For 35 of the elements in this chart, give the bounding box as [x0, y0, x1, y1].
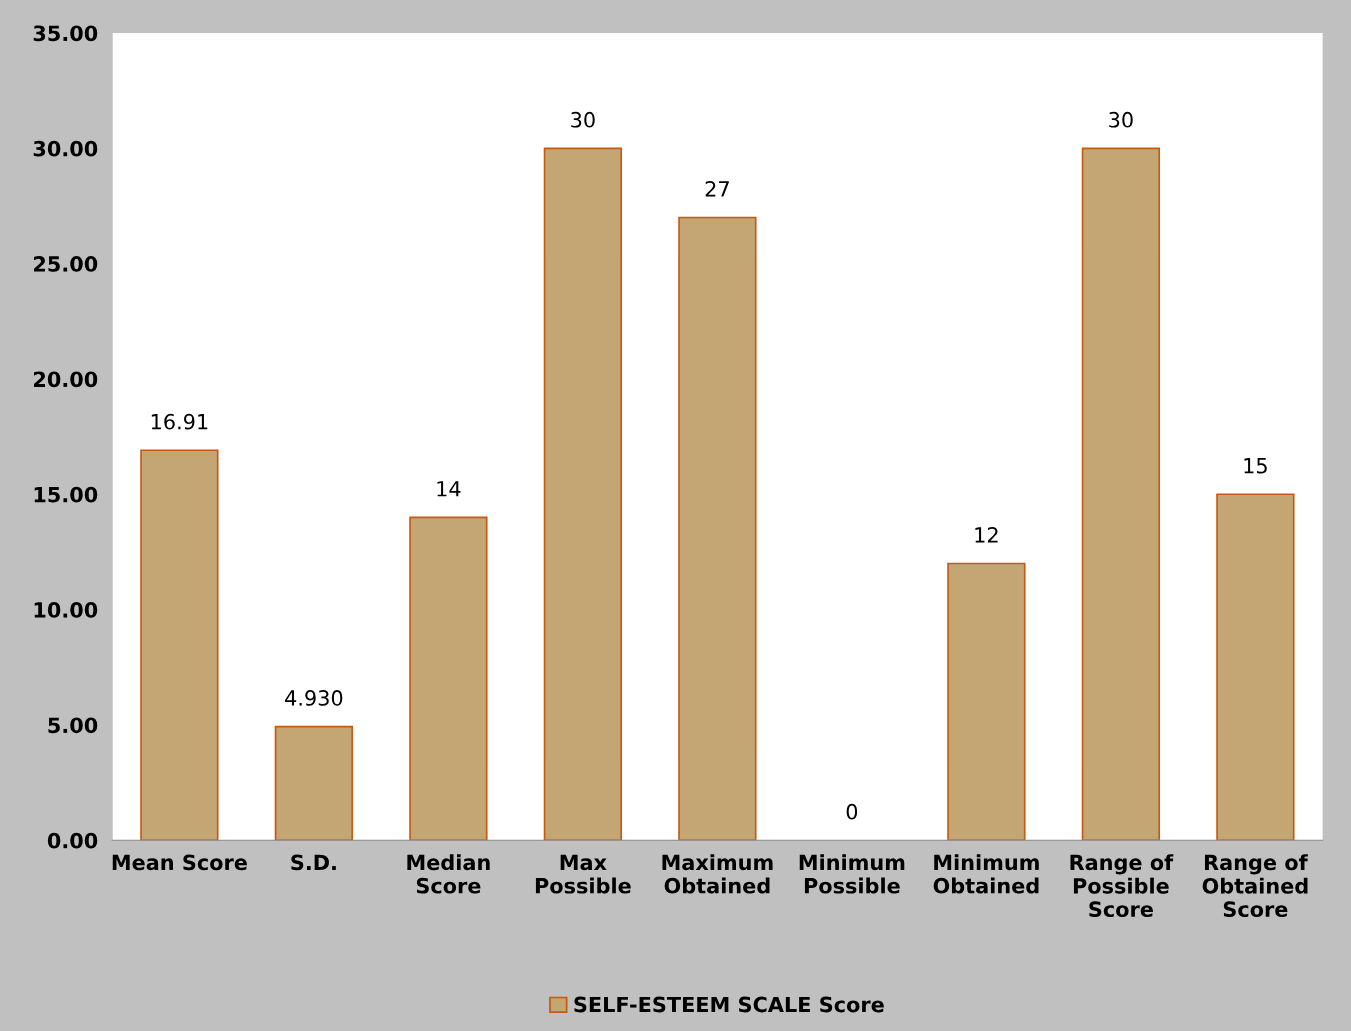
y-tick-label: 15.00 [34, 486, 98, 503]
data-label: 0 [846, 803, 858, 820]
x-tick-label: Maximum Obtained [662, 854, 773, 894]
data-label: 30 [571, 111, 595, 128]
data-label: 4.930 [285, 690, 343, 706]
x-tick-label: Minimum Obtained [933, 854, 1039, 894]
bar [140, 449, 219, 841]
y-tick-label: 10.00 [34, 602, 98, 618]
data-label: 16.91 [151, 413, 208, 430]
y-tick-label: 0.00 [47, 832, 98, 849]
bar [1081, 147, 1161, 841]
x-tick-label: Range of Possible Score [1070, 854, 1174, 918]
data-label: 14 [437, 481, 461, 497]
data-label: 15 [1244, 458, 1267, 474]
bar [543, 147, 623, 841]
y-tick-label: 30.00 [33, 140, 98, 157]
bar [274, 725, 354, 841]
data-label: 30 [1109, 111, 1133, 128]
y-tick-label: 5.00 [48, 717, 98, 734]
x-tick-label: Median Score [407, 854, 490, 894]
x-tick-label: S.D. [291, 854, 336, 871]
x-tick-label: Max Possible [535, 854, 631, 894]
x-tick-label: Mean Score [112, 854, 247, 871]
bar [678, 216, 757, 841]
data-label: 12 [975, 527, 998, 543]
bar [409, 516, 488, 841]
legend-label: SELF-ESTEEM SCALE Score [574, 996, 884, 1013]
bar [947, 562, 1026, 841]
y-tick-label: 20.00 [34, 371, 98, 388]
y-tick-label: 25.00 [34, 256, 98, 272]
x-tick-label: Range of Obtained Score [1202, 854, 1308, 918]
y-tick-label: 35.00 [33, 25, 98, 42]
x-tick-label: Minimum Possible [799, 854, 905, 894]
bar [1216, 493, 1295, 841]
data-label: 27 [705, 181, 729, 197]
